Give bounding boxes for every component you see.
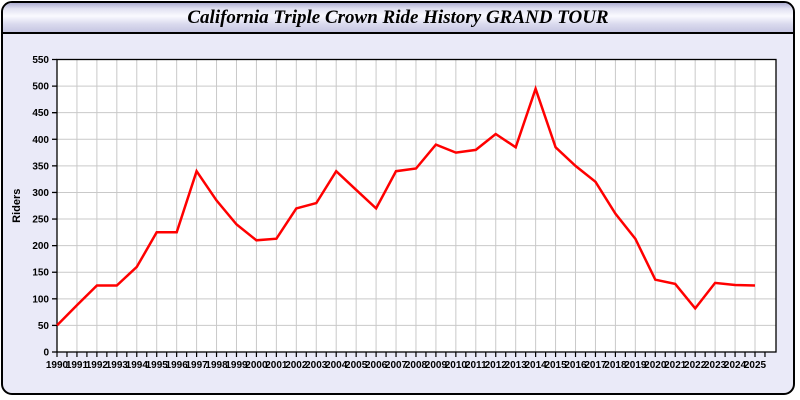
x-axis-tick-label: 1991 xyxy=(66,360,89,371)
x-axis-tick-label: 1992 xyxy=(86,360,109,371)
x-axis-tick-label: 2011 xyxy=(465,360,487,371)
x-axis-tick-label: 1999 xyxy=(225,360,248,371)
app-window: California Triple Crown Ride History GRA… xyxy=(1,1,795,395)
x-axis-tick-label: 2001 xyxy=(265,360,288,371)
y-axis-tick-label: 350 xyxy=(32,161,49,172)
y-axis-tick-label: 450 xyxy=(32,108,49,119)
x-axis-tick-label: 2010 xyxy=(445,360,468,371)
x-axis-tick-label: 2022 xyxy=(684,360,707,371)
x-axis-tick-label: 2023 xyxy=(704,360,727,371)
y-axis-tick-label: 50 xyxy=(38,321,50,332)
chart-title: California Triple Crown Ride History GRA… xyxy=(187,6,609,28)
x-axis-tick-label: 1993 xyxy=(106,360,129,371)
y-axis-tick-label: 300 xyxy=(32,188,49,199)
y-axis-tick-label: 200 xyxy=(32,241,49,252)
x-axis-tick-label: 2019 xyxy=(624,360,647,371)
x-axis-tick-label: 2012 xyxy=(485,360,508,371)
x-axis-tick-label: 2005 xyxy=(345,360,368,371)
x-axis-tick-label: 2016 xyxy=(564,360,587,371)
x-axis-tick-label: 2013 xyxy=(505,360,528,371)
x-axis-tick-label: 1997 xyxy=(185,360,208,371)
x-axis-tick-label: 2002 xyxy=(285,360,308,371)
x-axis-tick-label: 2009 xyxy=(425,360,448,371)
y-axis-tick-label: 550 xyxy=(32,55,49,66)
x-axis-tick-label: 2018 xyxy=(604,360,627,371)
x-axis-tick-label: 1994 xyxy=(126,360,149,371)
y-axis-title: Riders xyxy=(11,189,23,223)
x-axis-tick-label: 2006 xyxy=(365,360,388,371)
ride-history-chart: 0501001502002503003504004505005501990199… xyxy=(11,55,777,371)
x-axis-tick-label: 2017 xyxy=(584,360,607,371)
plot-area xyxy=(57,59,776,352)
series-line-riders xyxy=(56,84,756,327)
y-axis-tick-label: 0 xyxy=(43,348,49,359)
x-axis-tick-label: 2007 xyxy=(385,360,408,371)
x-axis-tick-label: 1996 xyxy=(166,360,189,371)
x-axis-tick-label: 2003 xyxy=(305,360,328,371)
y-axis-tick-label: 250 xyxy=(32,215,49,226)
x-axis-tick-label: 2021 xyxy=(664,360,687,371)
x-axis-tick-label: 2024 xyxy=(724,360,747,371)
x-axis-tick-label: 2004 xyxy=(325,360,348,371)
y-axis-tick-label: 500 xyxy=(32,82,49,93)
y-axis-tick-label: 100 xyxy=(32,294,49,305)
title-bar: California Triple Crown Ride History GRA… xyxy=(3,3,793,34)
x-axis-tick-label: 2000 xyxy=(245,360,268,371)
x-axis-tick-label: 1990 xyxy=(46,360,69,371)
x-axis-tick-label: 2008 xyxy=(405,360,428,371)
x-axis-tick-label: 2020 xyxy=(644,360,667,371)
y-axis-tick-label: 150 xyxy=(32,268,49,279)
x-axis-tick-label: 2014 xyxy=(525,360,548,371)
x-axis-tick-label: 1998 xyxy=(205,360,228,371)
x-axis-tick-label: 2015 xyxy=(544,360,567,371)
x-axis-tick-label: 1995 xyxy=(146,360,169,371)
y-axis-tick-label: 400 xyxy=(32,135,49,146)
x-axis-tick-label: 2025 xyxy=(744,360,767,371)
